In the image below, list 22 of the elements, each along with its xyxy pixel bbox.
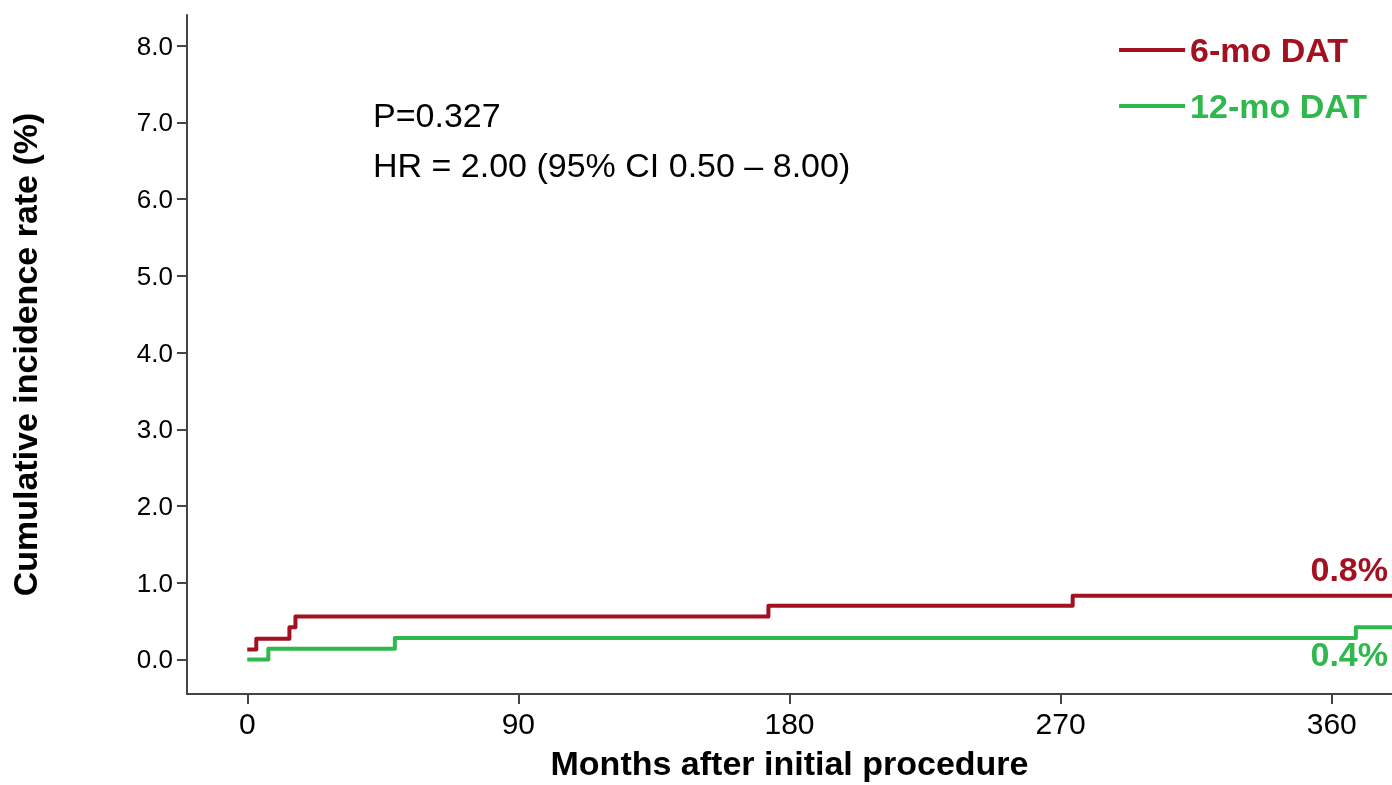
x-tick-label: 0 (238, 706, 256, 740)
y-tick-label: 0.0 (136, 644, 173, 675)
annotation: HR = 2.00 (95% CI 0.50 – 8.00) (373, 146, 851, 184)
x-tick-label: 360 (1306, 706, 1357, 740)
y-axis-title: Cumulative incidence rate (%) (6, 112, 44, 597)
x-tick-label: 180 (764, 706, 815, 740)
annotation: P=0.327 (373, 96, 501, 134)
legend-label: 12-mo DAT (1190, 87, 1368, 125)
y-tick-label: 6.0 (136, 184, 173, 215)
x-axis-title: Months after initial procedure (550, 744, 1029, 782)
x-tick-label: 90 (501, 706, 536, 740)
data-label: 0.8% (1310, 549, 1388, 588)
x-tick-label: 270 (1035, 706, 1086, 740)
y-tick-label: 2.0 (136, 491, 173, 522)
legend-label: 6-mo DAT (1190, 31, 1349, 69)
y-tick-label: 3.0 (136, 414, 173, 445)
y-tick-label: 5.0 (136, 260, 173, 291)
data-label: 0.4% (1310, 635, 1388, 674)
y-tick-label: 1.0 (136, 567, 173, 598)
y-tick-label: 7.0 (136, 107, 173, 138)
y-tick-label: 8.0 (136, 30, 173, 61)
y-tick-label: 4.0 (136, 337, 173, 368)
